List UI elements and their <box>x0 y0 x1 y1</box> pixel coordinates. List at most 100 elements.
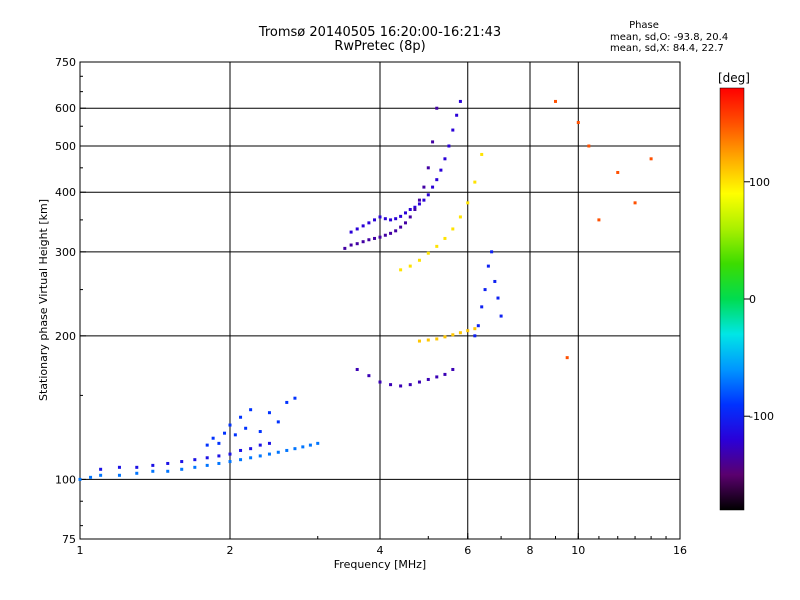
data-point <box>355 227 359 231</box>
data-point <box>99 467 103 471</box>
data-point <box>151 469 155 473</box>
data-point <box>239 415 243 419</box>
data-point <box>285 448 289 452</box>
data-point <box>205 463 209 467</box>
data-point <box>426 338 430 342</box>
data-point <box>135 465 139 469</box>
data-point <box>565 356 569 360</box>
data-point <box>166 461 170 465</box>
x-tick-label: 16 <box>673 544 687 557</box>
data-point <box>466 201 470 205</box>
data-point <box>458 215 462 219</box>
phase-stats-o-mode: mean, sd,O: -93.8, 20.4 <box>610 32 729 43</box>
data-point <box>490 250 494 254</box>
data-point <box>435 178 439 182</box>
data-point <box>217 441 221 445</box>
data-point <box>399 214 403 218</box>
data-point <box>426 193 430 197</box>
data-point <box>443 335 447 339</box>
data-point <box>466 329 470 333</box>
data-point <box>166 469 170 473</box>
x-tick-label: 4 <box>377 544 384 557</box>
data-point <box>373 236 377 240</box>
data-point <box>228 452 232 456</box>
y-tick-label: 500 <box>55 140 76 153</box>
data-point <box>408 264 412 268</box>
data-point <box>301 445 305 449</box>
data-point <box>473 327 477 331</box>
data-point <box>587 144 591 148</box>
data-point <box>258 430 262 434</box>
data-point <box>193 458 197 462</box>
data-point <box>258 443 262 447</box>
data-point <box>383 233 387 237</box>
colorbar-label: [deg] <box>718 71 750 85</box>
data-point <box>361 240 365 244</box>
data-point <box>447 144 451 148</box>
data-point <box>422 185 426 189</box>
data-point <box>117 473 121 477</box>
y-tick-label: 300 <box>55 246 76 259</box>
data-point <box>431 140 435 144</box>
data-point <box>244 426 248 430</box>
data-point <box>443 372 447 376</box>
data-point <box>276 450 280 454</box>
data-point <box>285 400 289 404</box>
data-point <box>258 454 262 458</box>
chart-title: Tromsø 20140505 16:20:00-16:21:43 <box>258 25 502 40</box>
x-tick-label: 8 <box>527 544 534 557</box>
data-point <box>431 185 435 189</box>
data-point <box>89 475 93 479</box>
x-tick-label: 6 <box>464 544 471 557</box>
data-point <box>367 374 371 378</box>
data-point <box>378 215 382 219</box>
data-point <box>413 207 417 211</box>
colorbar-ticks: 100 0 -100 <box>744 176 774 423</box>
data-point <box>211 436 215 440</box>
colorbar-tick-label: 100 <box>749 176 770 189</box>
data-point <box>99 473 103 477</box>
data-point <box>553 99 557 103</box>
x-axis-label: Frequency [MHz] <box>334 558 426 571</box>
data-point <box>633 201 637 205</box>
data-point <box>267 441 271 445</box>
data-point <box>597 218 601 222</box>
data-point <box>458 99 462 103</box>
data-point <box>493 279 497 283</box>
data-point <box>205 443 209 447</box>
data-point <box>435 244 439 248</box>
data-point <box>180 467 184 471</box>
data-point <box>78 477 82 481</box>
data-point <box>451 333 455 337</box>
data-point <box>426 166 430 170</box>
data-point <box>480 305 484 309</box>
data-point <box>499 314 503 318</box>
colorbar-tick-label: 0 <box>749 293 756 306</box>
data-point <box>435 106 439 110</box>
data-point <box>293 447 297 451</box>
data-point <box>408 207 412 211</box>
data-point <box>451 128 455 132</box>
data-point <box>399 225 403 229</box>
data-point <box>483 288 487 292</box>
y-axis-label: Stationary phase Virtual Height [km] <box>37 199 50 401</box>
y-tick-label: 600 <box>55 102 76 115</box>
data-point <box>239 448 243 452</box>
data-point <box>443 236 447 240</box>
data-point <box>394 217 398 221</box>
data-point <box>193 465 197 469</box>
data-point <box>180 460 184 464</box>
data-point <box>458 331 462 335</box>
data-point <box>228 460 232 464</box>
data-point <box>417 380 421 384</box>
data-point <box>417 339 421 343</box>
data-point <box>276 420 280 424</box>
data-point <box>308 443 312 447</box>
data-point <box>349 243 353 247</box>
data-point <box>267 411 271 415</box>
data-point <box>399 384 403 388</box>
data-point <box>417 198 421 202</box>
data-point <box>135 471 139 475</box>
